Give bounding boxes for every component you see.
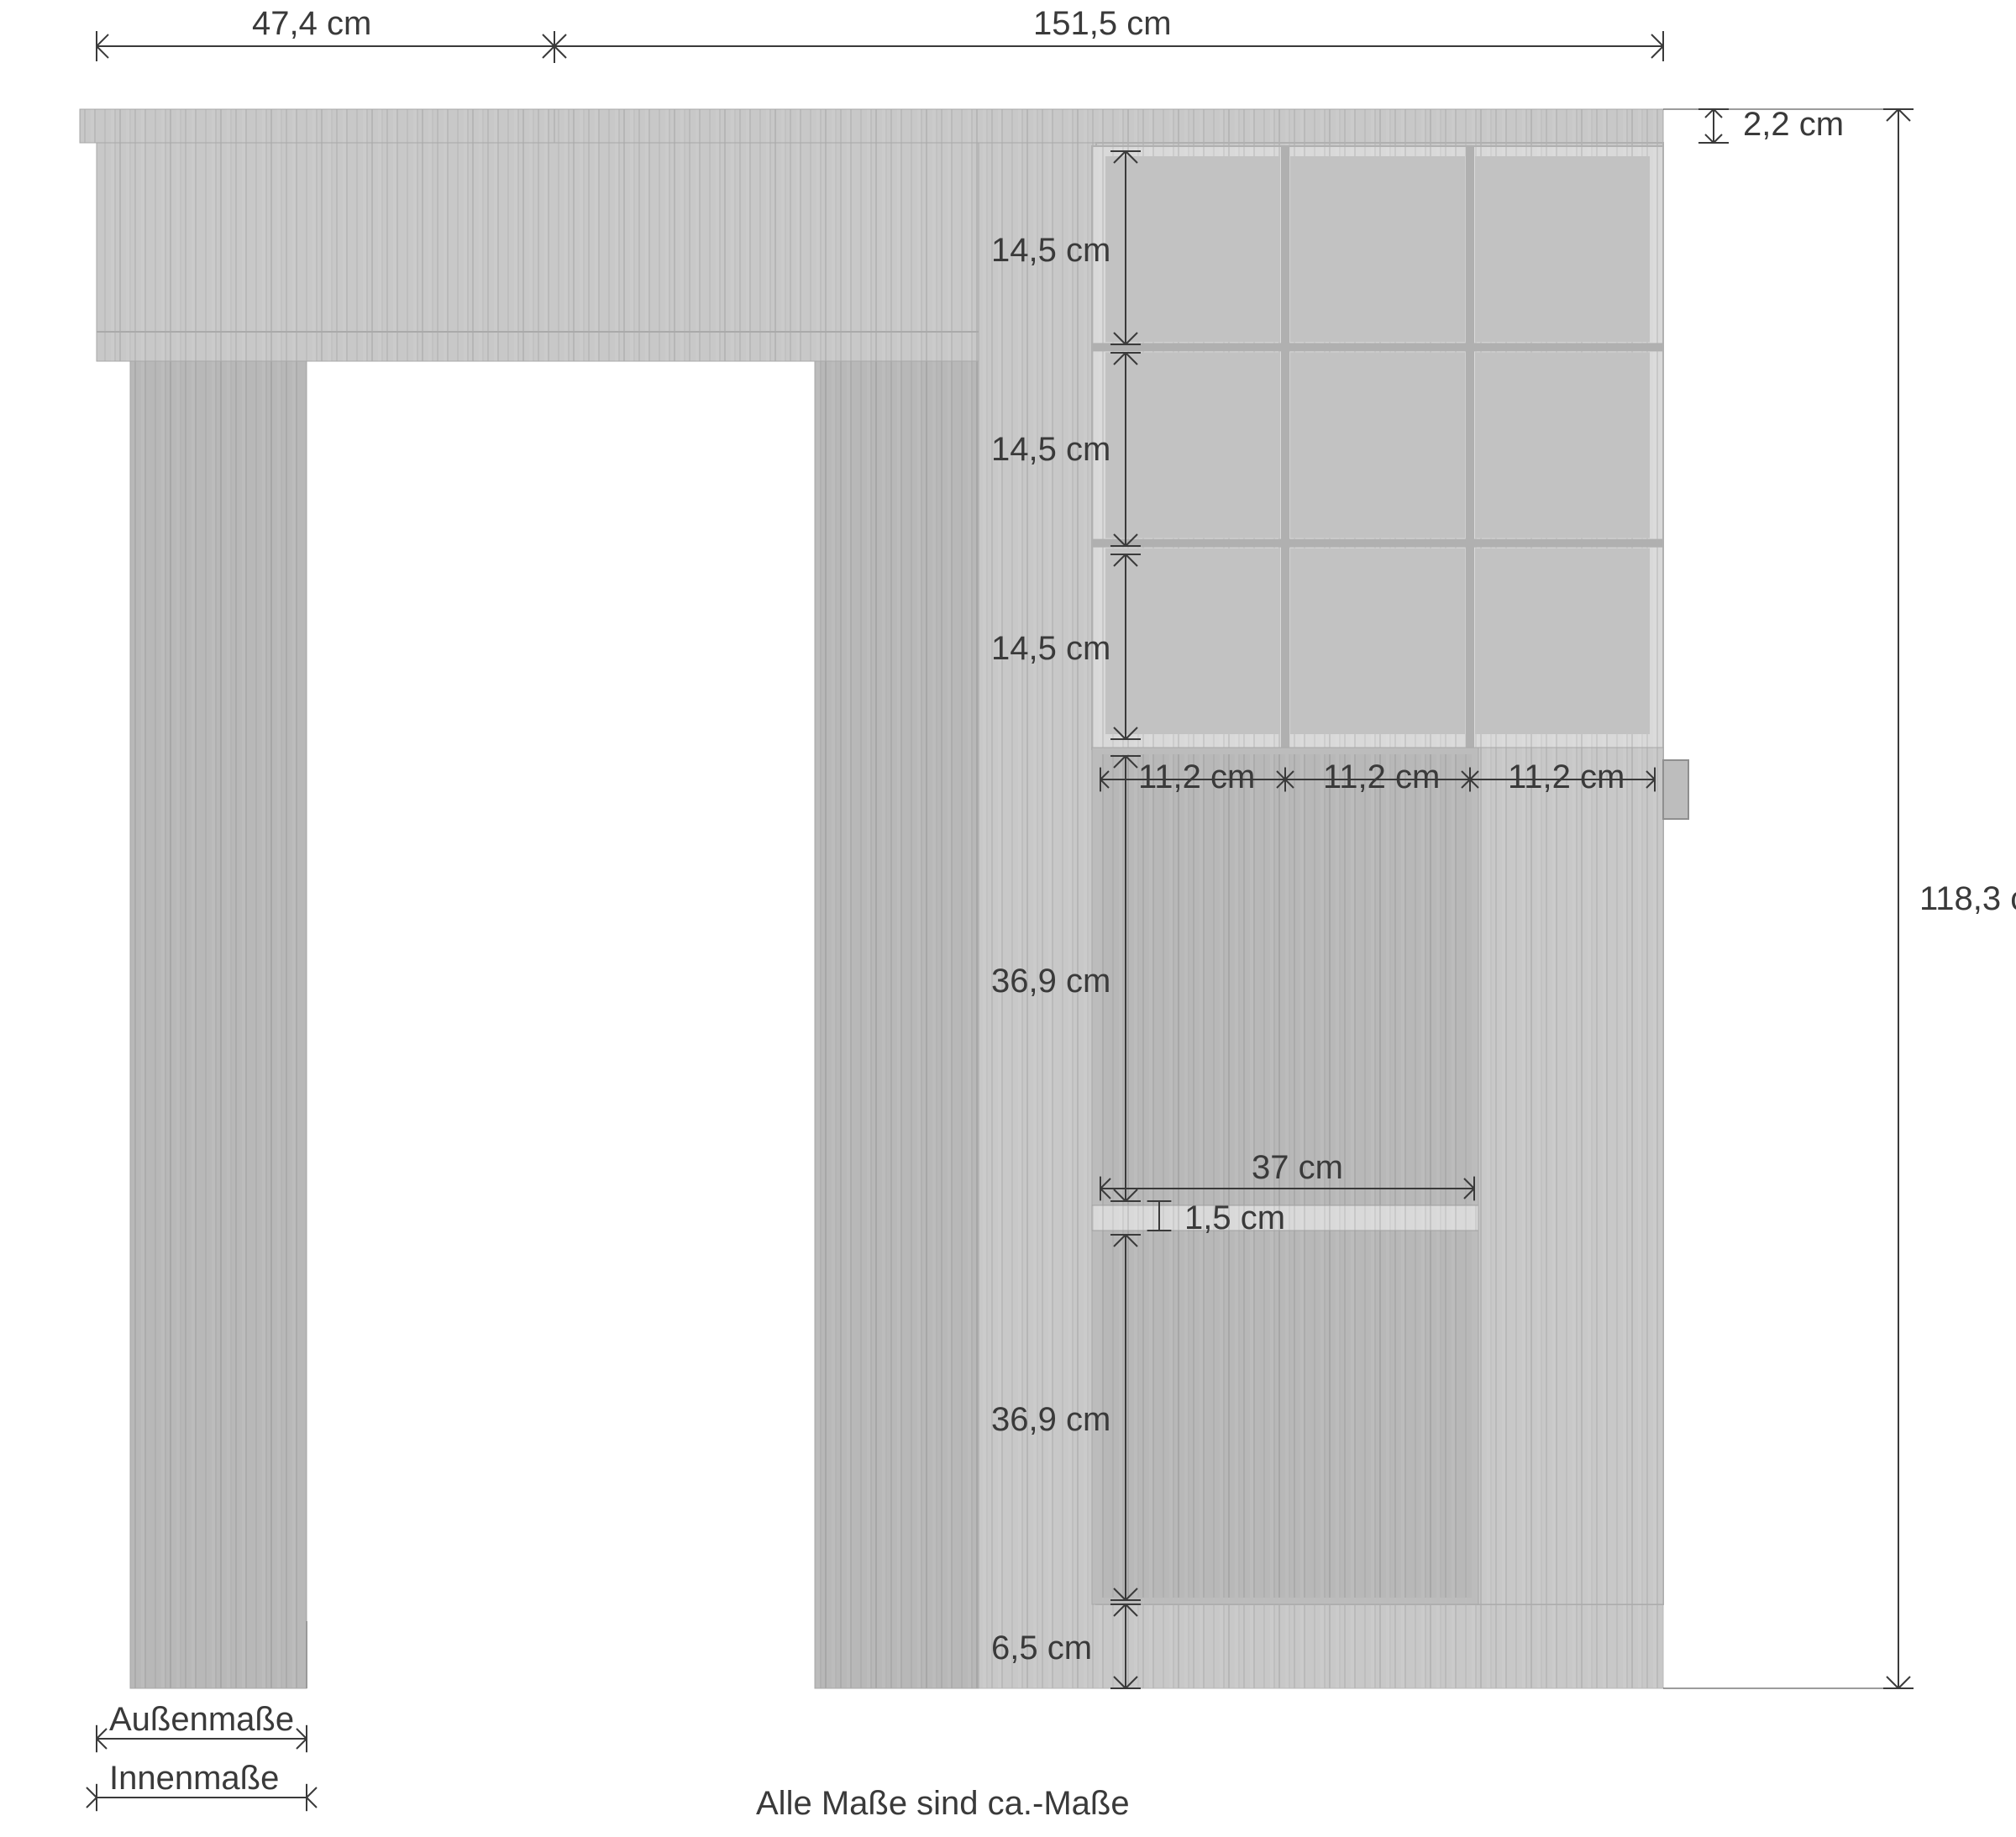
dim-rs-2: 14,5 cm — [991, 433, 1110, 466]
dim-col-0: 11,2 cm — [1138, 760, 1255, 794]
dim-col-2: 11,2 cm — [1508, 760, 1625, 794]
dim-top-1: 47,4 cm — [252, 7, 371, 40]
dim-rs-5: 1,5 cm — [1184, 1201, 1285, 1235]
dim-shelf-w: 37 cm — [1252, 1151, 1343, 1184]
legend-outer: Außenmaße — [109, 1701, 294, 1739]
dim-rs-3: 14,5 cm — [991, 632, 1110, 665]
dim-rs-7: 6,5 cm — [991, 1631, 1092, 1665]
dim-rs-4: 36,9 cm — [991, 964, 1110, 998]
dim-rs-1: 14,5 cm — [991, 234, 1110, 267]
dim-right-overall: 118,3 cm — [1919, 882, 2016, 916]
dim-rs-6: 36,9 cm — [991, 1403, 1110, 1436]
dim-rs-0: 2,2 cm — [1743, 108, 1844, 141]
caption: Alle Maße sind ca.-Maße — [756, 1785, 1130, 1823]
dim-top-2: 151,5 cm — [1033, 7, 1172, 40]
legend-inner: Innenmaße — [109, 1760, 279, 1798]
furniture — [80, 109, 1688, 1688]
dim-col-1: 11,2 cm — [1323, 760, 1440, 794]
